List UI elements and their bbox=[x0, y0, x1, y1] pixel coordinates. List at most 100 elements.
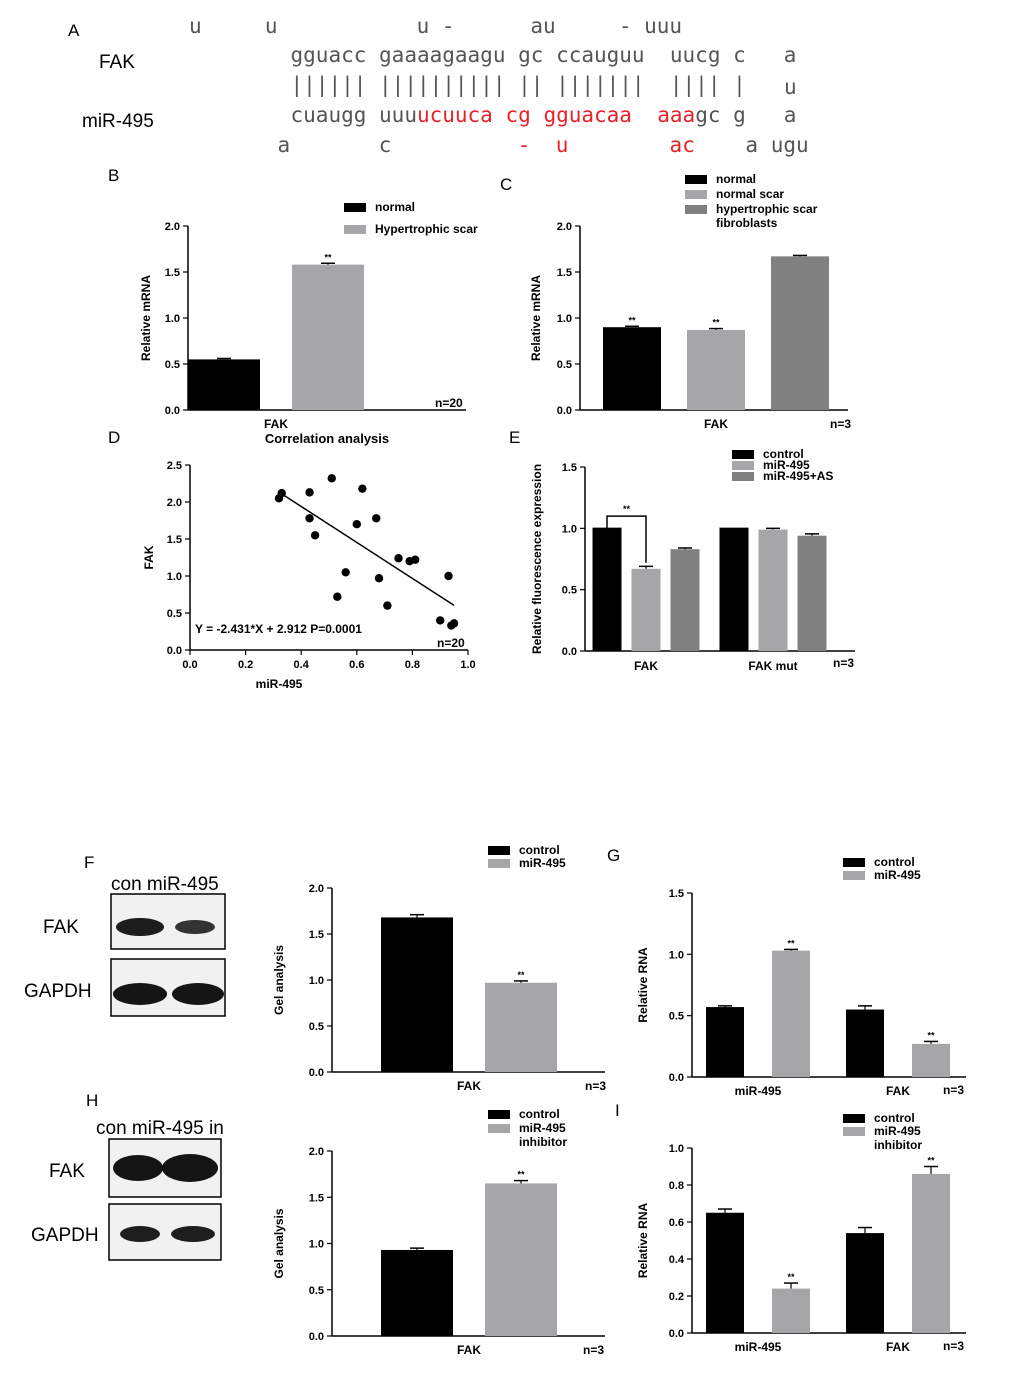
mir-seg: uuu bbox=[379, 103, 417, 127]
blot-f-row-gapdh: GAPDH bbox=[24, 981, 92, 1002]
mir-seg: aaa bbox=[657, 103, 695, 127]
data-point bbox=[444, 571, 453, 581]
mir-seq-label: miR-495 bbox=[82, 111, 154, 132]
y-tick-label: 0.0 bbox=[557, 405, 572, 417]
y-tick-label: 2.0 bbox=[557, 221, 572, 233]
x-category-label: FAK bbox=[886, 1084, 910, 1098]
data-point bbox=[383, 601, 392, 610]
blot-f-header: con miR-495 bbox=[111, 874, 219, 895]
legend-label-line: control bbox=[874, 1111, 915, 1125]
legend-label: hypertrophic scar fibroblasts bbox=[716, 202, 818, 230]
bar bbox=[912, 1173, 950, 1333]
significance-mark: ** bbox=[787, 1272, 795, 1282]
y-tick-label: 0.2 bbox=[669, 1291, 684, 1303]
y-tick-label: 1.5 bbox=[669, 888, 684, 900]
legend-label: Hypertrophic scar bbox=[375, 222, 478, 236]
data-point bbox=[305, 488, 314, 497]
chart-h: 0.0 0.5 1.0 1.5 2.0 Gel analysis ** FAK n=3 contr… bbox=[272, 1107, 605, 1357]
blot-f: con miR-495 FAK GAPDH bbox=[24, 874, 226, 1017]
data-point bbox=[372, 514, 381, 523]
x-tick-label: 0.4 bbox=[294, 659, 310, 671]
legend-label-line: normal bbox=[716, 172, 756, 186]
chart-layer: 0.0 0.5 1.0 1.5 2.0 Relative mRNA ** FAK n=20 nor… bbox=[139, 172, 966, 1357]
bar bbox=[292, 264, 364, 410]
y-axis-label: FAK bbox=[142, 545, 156, 569]
legend-label: control bbox=[519, 843, 560, 857]
data-point bbox=[394, 554, 403, 563]
legend-label-line: miR-495 bbox=[519, 856, 566, 870]
fak-seg: a bbox=[784, 43, 797, 67]
bar bbox=[772, 950, 810, 1077]
y-tick-label: 1.5 bbox=[167, 534, 182, 546]
legend-swatch bbox=[344, 203, 366, 212]
fak-seg: ccauguu bbox=[556, 43, 645, 67]
fak-seg: gc bbox=[518, 43, 543, 67]
data-point bbox=[341, 568, 350, 577]
legend-swatch bbox=[685, 190, 707, 199]
x-category-label: miR-495 bbox=[735, 1340, 782, 1354]
mir-sequence-line: cuaugg uuuucuuca cg gguacaa aaagc g a bbox=[202, 103, 860, 127]
bar bbox=[846, 1009, 884, 1077]
bar bbox=[687, 329, 745, 410]
n-label: n=20 bbox=[437, 636, 465, 650]
bar bbox=[485, 1183, 557, 1336]
chart-title: Correlation analysis bbox=[265, 431, 389, 446]
data-point bbox=[374, 574, 384, 583]
panel-label-d: D bbox=[108, 428, 120, 447]
y-tick-label: 1.0 bbox=[167, 571, 182, 583]
bar bbox=[381, 1249, 453, 1336]
x-axis-label: miR-495 bbox=[256, 677, 303, 691]
chart-f: 0.0 0.5 1.0 1.5 2.0 Gel analysis ** FAK n=3 contr… bbox=[272, 843, 606, 1093]
legend-swatch bbox=[732, 461, 754, 470]
y-axis-label: Relative fluorescence expression bbox=[530, 464, 544, 654]
y-tick-label: 1.5 bbox=[309, 929, 324, 941]
data-point bbox=[327, 474, 336, 483]
legend-label-line: normal scar bbox=[716, 187, 784, 201]
legend-swatch bbox=[344, 225, 366, 234]
blot-band bbox=[113, 1155, 163, 1181]
fak-seg: c bbox=[733, 43, 746, 67]
legend-swatch bbox=[488, 1124, 510, 1133]
bottom-seg: u bbox=[556, 133, 569, 157]
y-tick-label: 0.5 bbox=[165, 359, 180, 371]
blot-band bbox=[175, 920, 215, 934]
bar bbox=[758, 529, 788, 651]
blot-band bbox=[116, 918, 164, 936]
bond-seg: |||||||||| bbox=[379, 73, 505, 98]
panel-label-h: H bbox=[86, 1091, 98, 1110]
n-label: n=3 bbox=[943, 1083, 964, 1097]
legend-label-line: miR-495 bbox=[874, 868, 921, 882]
chart-b: 0.0 0.5 1.0 1.5 2.0 Relative mRNA ** FAK n=20 nor… bbox=[139, 200, 478, 431]
x-category-label: FAK mut bbox=[748, 659, 797, 673]
bar bbox=[603, 327, 661, 410]
bottom-seg: a ugu bbox=[745, 133, 808, 157]
significance-mark: ** bbox=[623, 504, 631, 514]
y-tick-label: 0.4 bbox=[669, 1254, 685, 1266]
legend-label: normal scar bbox=[716, 187, 784, 201]
bond-seg: |||| bbox=[670, 73, 721, 98]
chart-c: 0.0 0.5 1.0 1.5 2.0 Relative mRNA ** ** FAK n=3 no… bbox=[529, 172, 851, 431]
significance-mark: ** bbox=[517, 1170, 525, 1180]
panel-label-e: E bbox=[509, 428, 520, 447]
bar bbox=[706, 1212, 744, 1333]
chart-g: 0.0 0.5 1.0 1.5 Relative RNA ** miR-495 ** FAK n=… bbox=[636, 855, 966, 1098]
blot-band bbox=[162, 1154, 218, 1182]
significance-bracket bbox=[606, 515, 647, 563]
data-point bbox=[436, 616, 445, 625]
bar bbox=[670, 549, 700, 651]
fak-sequence-line: gguacc gaaaagaagu gc ccauguu uucg c a bbox=[202, 43, 860, 67]
bar bbox=[706, 1007, 744, 1077]
y-axis-label: Relative RNA bbox=[636, 947, 650, 1023]
bar bbox=[631, 568, 661, 651]
legend-label-line: control bbox=[519, 843, 560, 857]
y-axis-label: Relative mRNA bbox=[139, 275, 153, 361]
significance-mark: ** bbox=[927, 1030, 935, 1040]
legend-swatch bbox=[843, 1114, 865, 1123]
chart-d: 0.0 0.5 1.0 1.5 2.0 2.5 0.0 0.2 0.4 0.6 0.8 1.0 Corr… bbox=[142, 431, 476, 691]
bond-seg: |||||| bbox=[291, 73, 367, 98]
y-axis-label: Relative RNA bbox=[636, 1202, 650, 1278]
data-point bbox=[352, 520, 361, 529]
y-tick-label: 0.0 bbox=[165, 405, 180, 417]
y-tick-label: 0.5 bbox=[669, 1011, 684, 1023]
bottom-seg: - bbox=[518, 133, 531, 157]
